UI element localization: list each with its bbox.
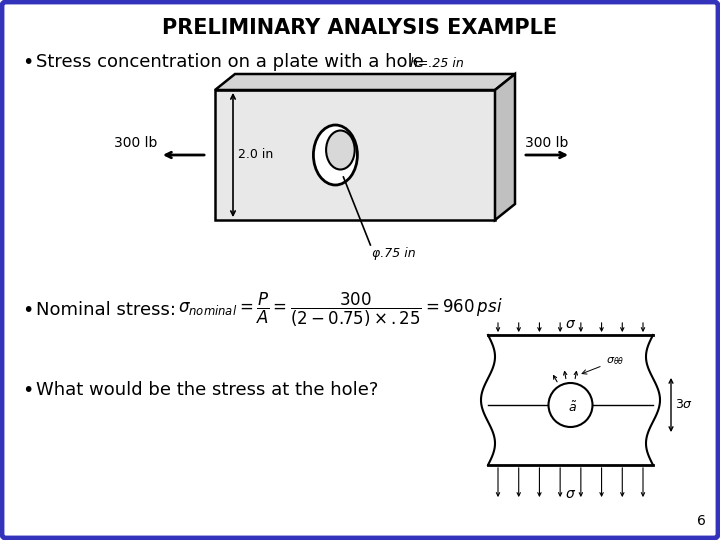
Text: Stress concentration on a plate with a hole: Stress concentration on a plate with a h… (36, 53, 424, 71)
Ellipse shape (326, 131, 355, 170)
Bar (215, 90, 495, 220)
Text: φ.75 in: φ.75 in (372, 247, 416, 260)
Ellipse shape (313, 125, 357, 185)
Text: $\sigma_{\theta\theta}$: $\sigma_{\theta\theta}$ (582, 355, 624, 374)
Text: Nominal stress:: Nominal stress: (36, 301, 187, 319)
Text: $\sigma$: $\sigma$ (565, 317, 576, 331)
Text: 300 lb: 300 lb (525, 136, 568, 150)
Text: •: • (22, 381, 33, 400)
Polygon shape (495, 74, 515, 220)
Text: 6: 6 (697, 514, 706, 528)
Text: •: • (22, 300, 33, 320)
Text: $\sigma_{nominal} = \dfrac{P}{A} = \dfrac{300}{(2-0.75)\times .25} = 960\,psi$: $\sigma_{nominal} = \dfrac{P}{A} = \dfra… (178, 291, 503, 329)
Text: 300 lb: 300 lb (114, 136, 157, 150)
Text: $3\sigma$: $3\sigma$ (675, 399, 693, 411)
Circle shape (549, 383, 593, 427)
Text: $\tilde{a}$: $\tilde{a}$ (568, 401, 577, 415)
Text: •: • (22, 52, 33, 71)
Text: PRELIMINARY ANALYSIS EXAMPLE: PRELIMINARY ANALYSIS EXAMPLE (163, 18, 557, 38)
Text: What would be the stress at the hole?: What would be the stress at the hole? (36, 381, 379, 399)
Text: h=.25 in: h=.25 in (410, 57, 464, 70)
Text: 2.0 in: 2.0 in (238, 148, 274, 161)
Polygon shape (215, 74, 515, 90)
Text: $\sigma$: $\sigma$ (565, 487, 576, 501)
